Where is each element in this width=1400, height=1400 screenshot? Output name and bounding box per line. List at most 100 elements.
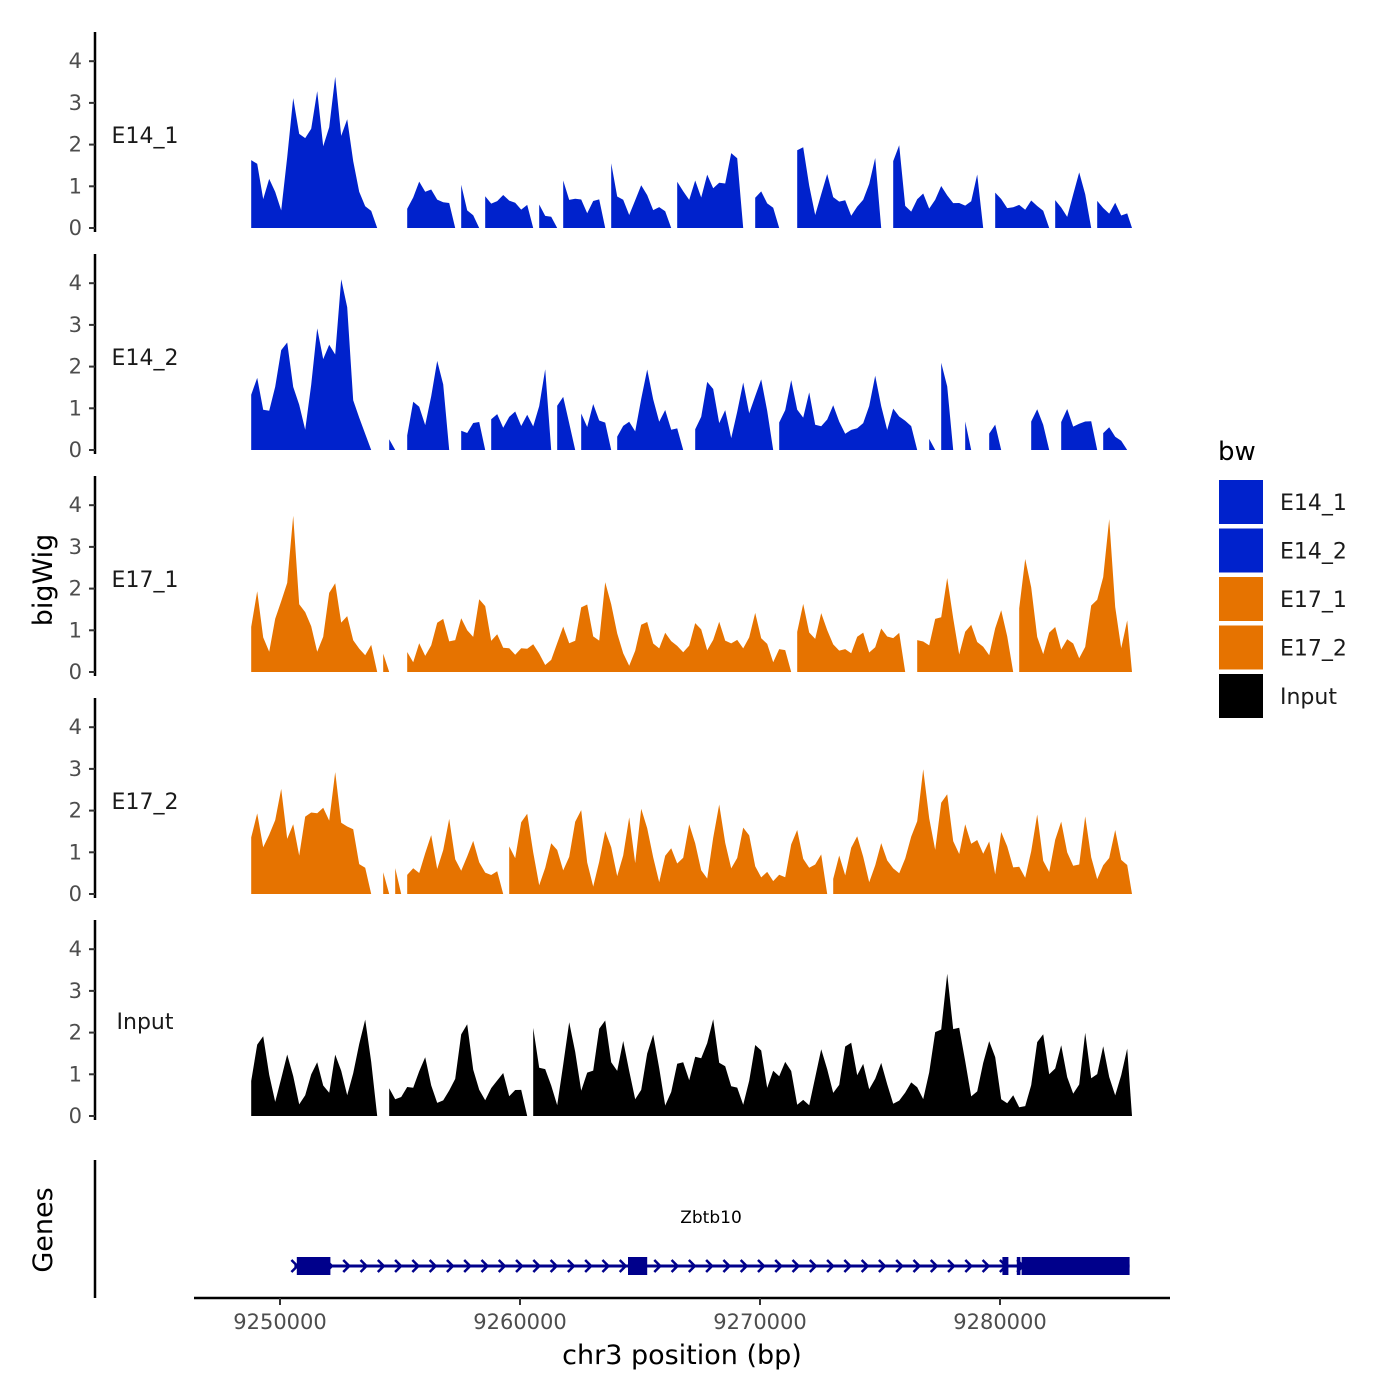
y-tick-label: 2 [69, 1021, 82, 1045]
strand-arrow [411, 1259, 421, 1273]
y-tick-label: 2 [69, 133, 82, 157]
track-label: E17_2 [112, 790, 179, 815]
legend-label: Input [1280, 685, 1337, 710]
genes-axis-title: Genes [28, 1187, 59, 1272]
strand-arrow [808, 1259, 818, 1273]
y-tick-label: 1 [69, 840, 82, 864]
strand-arrow [446, 1259, 455, 1273]
gene-label: Zbtb10 [680, 1208, 742, 1228]
track-e14-2: 0 1 2 3 4 E14_2 [69, 254, 1128, 462]
gene-panel: Zbtb10 [93, 1160, 1130, 1298]
y-tick-label: 3 [69, 979, 82, 1003]
y-tick-label: 2 [69, 355, 82, 379]
strand-arrow [480, 1259, 490, 1273]
x-axis: 9250000 9260000 9270000 9280000 [194, 1296, 1170, 1334]
y-tick-label: 0 [69, 882, 82, 906]
legend-label: E14_1 [1280, 491, 1347, 516]
strand-arrow [463, 1259, 472, 1273]
strand-arrow [601, 1259, 611, 1273]
strand-arrow [532, 1259, 542, 1273]
strand-arrow [653, 1259, 663, 1273]
strand-arrow [515, 1259, 524, 1273]
y-tick-label: 1 [69, 396, 82, 420]
legend-swatch [1219, 625, 1263, 670]
gene-exon [1002, 1257, 1009, 1275]
y-tick-label: 3 [69, 535, 82, 559]
x-tick-label: 9280000 [953, 1310, 1047, 1334]
strand-arrow [428, 1259, 438, 1273]
y-tick-label: 4 [69, 49, 82, 73]
y-tick-label: 2 [69, 577, 82, 601]
strand-arrow [947, 1259, 956, 1273]
strand-arrow [912, 1259, 922, 1273]
x-axis-title: chr3 position (bp) [562, 1340, 802, 1371]
strand-arrow [618, 1259, 628, 1273]
track-input: 0 1 2 3 4 Input [69, 920, 1132, 1128]
legend-label: E14_2 [1280, 540, 1347, 565]
strand-arrow [878, 1259, 887, 1273]
signal-area-e17-1 [251, 515, 1132, 672]
y-tick-label: 0 [69, 438, 82, 462]
y-tick-label: 1 [69, 174, 82, 198]
legend-label: E17_1 [1280, 588, 1347, 613]
y-tick-label: 4 [69, 715, 82, 739]
strand-arrow [687, 1259, 697, 1273]
y-tick-label: 1 [69, 618, 82, 642]
y-tick-label: 1 [69, 1062, 82, 1086]
strand-arrow [843, 1259, 853, 1273]
gene-exon [296, 1257, 331, 1275]
legend: bw E14_1 E14_2 E17_1 E17_2 Input [1218, 437, 1347, 718]
y-tick-label: 3 [69, 757, 82, 781]
track-e17-1: 0 1 2 3 4 E17_1 [69, 476, 1132, 684]
y-tick-label: 4 [69, 937, 82, 961]
strand-arrow [964, 1259, 974, 1273]
y-tick-label: 2 [69, 799, 82, 823]
legend-label: E17_2 [1280, 637, 1347, 662]
strand-arrow [359, 1259, 369, 1273]
strand-arrow [860, 1259, 870, 1273]
strand-arrow [826, 1259, 835, 1273]
strand-arrow [705, 1259, 714, 1273]
gene-exon [1016, 1257, 1021, 1275]
track-e17-2: 0 1 2 3 4 E17_2 [69, 698, 1132, 906]
signal-area-e17-2 [251, 769, 1132, 894]
track-label: E17_1 [112, 568, 179, 593]
gene-exon [628, 1257, 648, 1275]
track-label: E14_2 [112, 346, 179, 371]
track-e14-1: 0 1 2 3 4 E14_1 [69, 32, 1132, 240]
y-tick-label: 4 [69, 271, 82, 295]
signal-tracks: 0 1 2 3 4 E14_1 0 1 2 3 4 E14_2 0 1 2 3 4 E17_1 0 1 2 3 4 E17_2… [69, 32, 1132, 1128]
x-tick-label: 9270000 [713, 1310, 807, 1334]
y-tick-label: 0 [69, 1104, 82, 1128]
strand-arrow [722, 1259, 732, 1273]
y-tick-label: 3 [69, 91, 82, 115]
legend-swatch [1219, 674, 1263, 718]
y-tick-label: 3 [69, 313, 82, 337]
signal-area-e14-1 [251, 76, 1132, 228]
strand-arrow [549, 1259, 559, 1273]
strand-arrow [774, 1259, 784, 1273]
x-tick-label: 9260000 [473, 1310, 567, 1334]
track-label: Input [117, 1010, 174, 1035]
x-tick-label: 9250000 [233, 1310, 327, 1334]
legend-swatch [1219, 480, 1263, 524]
legend-swatch [1219, 528, 1263, 573]
signal-area-e14-2 [251, 279, 1128, 450]
strand-arrow [757, 1259, 766, 1273]
strand-arrow [566, 1259, 576, 1273]
y-axis-title: bigWig [28, 534, 59, 627]
strand-arrow [739, 1259, 749, 1273]
gene-exon [1021, 1257, 1130, 1275]
strand-arrow [981, 1259, 991, 1273]
strand-arrow [394, 1259, 403, 1273]
signal-area-input [251, 973, 1132, 1116]
strand-arrow [670, 1259, 680, 1273]
y-tick-label: 0 [69, 660, 82, 684]
strand-arrow [929, 1259, 939, 1273]
strand-arrow [497, 1259, 507, 1273]
strand-arrow [342, 1259, 352, 1273]
legend-title: bw [1218, 437, 1256, 467]
legend-swatch [1219, 577, 1263, 621]
y-tick-label: 4 [69, 493, 82, 517]
strand-arrow [584, 1259, 593, 1273]
